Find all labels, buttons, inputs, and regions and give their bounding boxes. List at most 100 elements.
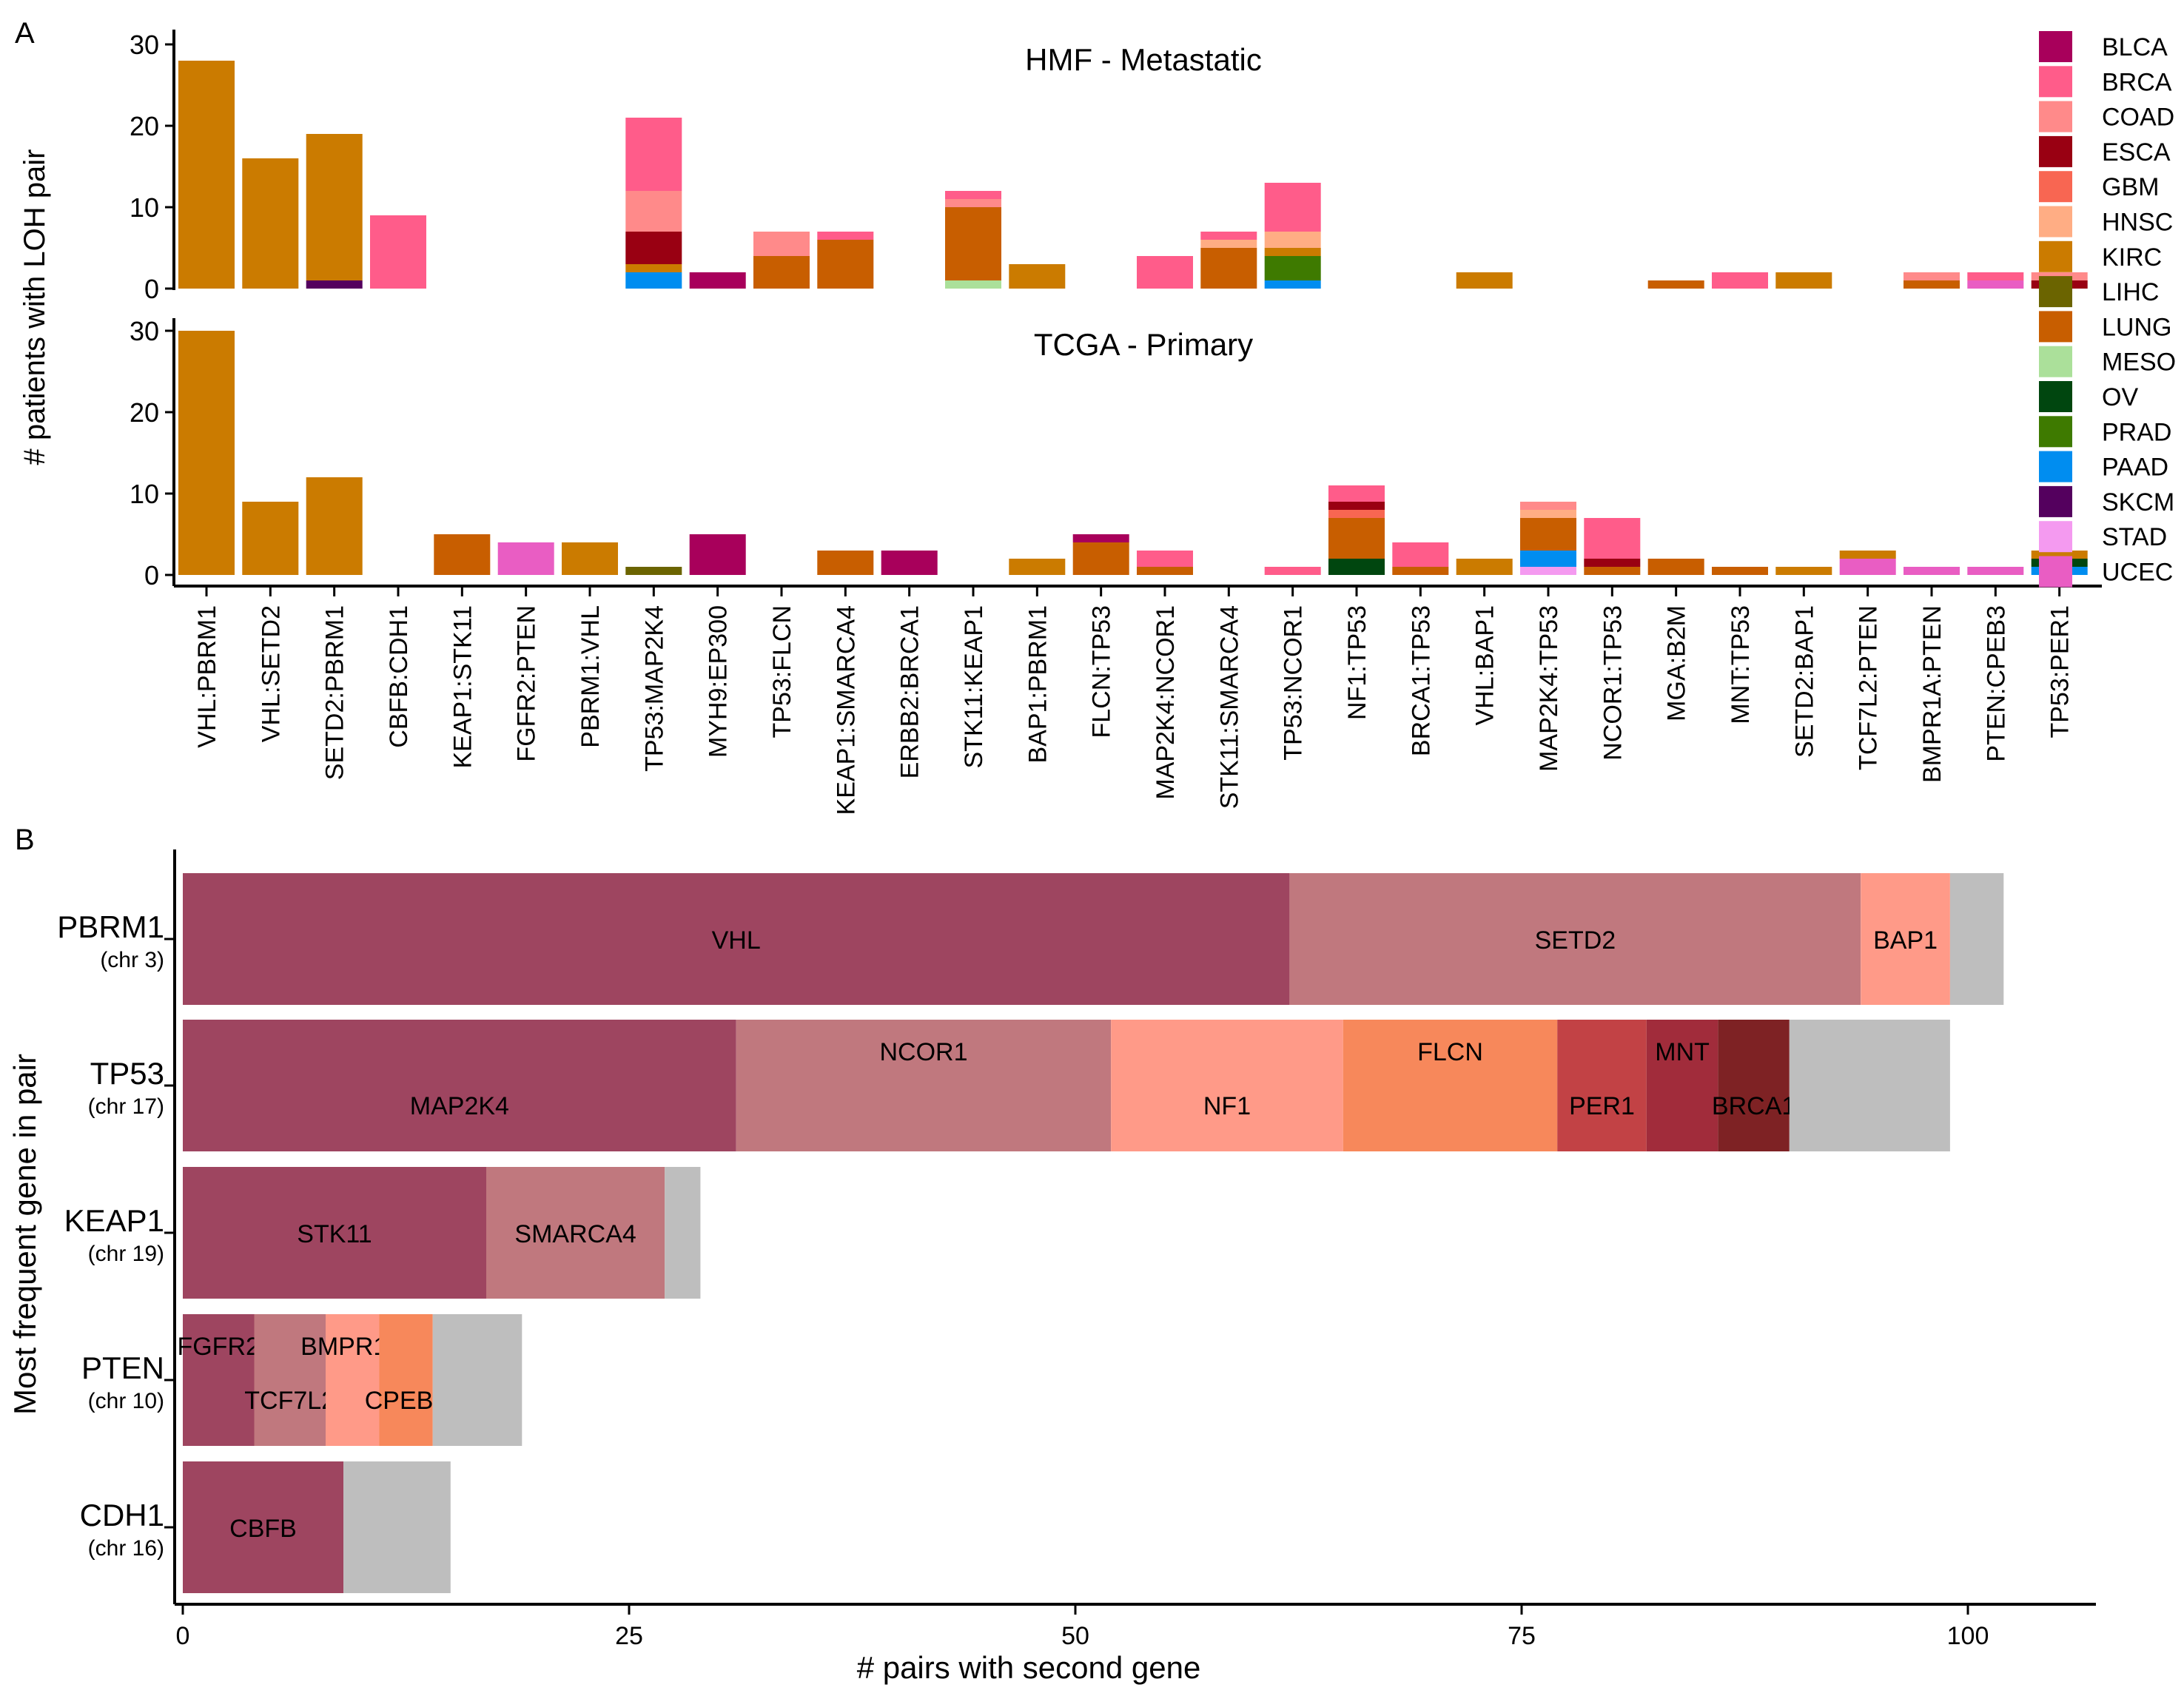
bar-segment-hmf-stk11-smarca4-hnsc [1200, 240, 1257, 248]
x-tick-label-erbb2-brca1: ERBB2:BRCA1 [896, 605, 924, 778]
y-axis-title-b: Most frequent gene in pair [7, 1054, 42, 1415]
legend-swatch-blca [2039, 31, 2072, 62]
legend-swatch-skcm [2039, 485, 2072, 517]
x-tick-label-stk11-keap1: STK11:KEAP1 [960, 605, 988, 769]
bar-segment-hmf-bap1-pbrm1-kirc [1009, 264, 1066, 289]
bar-segment-tcga-setd2-bap1-kirc [1775, 567, 1832, 575]
bar-segment-hmf-tp53-ncor1-kirc [1264, 248, 1321, 256]
bar-segment-tcga-nf1-tp53-esca [1328, 502, 1385, 510]
bar-segment-hmf-tp53-flcn-lung [753, 256, 810, 289]
y-tick-label-keap1: KEAP1 [64, 1203, 164, 1238]
bar-segment-tcga-tp53-per1-kirc [2031, 551, 2088, 559]
y-tick-label-pbrm1: PBRM1 [57, 909, 164, 944]
legend-label-hnsc: HNSC [2102, 209, 2173, 237]
segment-label-brca1: BRCA1 [1712, 1092, 1795, 1120]
bar-segment-hmf-stk11-keap1-meso [945, 280, 1001, 289]
legend: BLCA BRCA COAD ESCA GBM HNSC KIRC LIHC LUNG MESO O… [2039, 31, 2176, 588]
y-tick-sublabel-keap1: (chr 19) [88, 1242, 164, 1266]
legend-swatch-kirc [2039, 240, 2072, 272]
x-tick-label-b-50: 50 [1061, 1622, 1089, 1650]
y-tick-label-tcga-0: 0 [144, 560, 159, 590]
bar-segment-hmf-vhl-setd2-kirc [242, 158, 299, 289]
bar-segment-cdh1-other [343, 1461, 451, 1593]
segment-label-map2k4: MAP2K4 [410, 1092, 509, 1120]
bar-segment-tcga-ncor1-tp53-lung [1584, 567, 1641, 575]
x-tick-label-pten-cpeb3: PTEN:CPEB3 [1982, 605, 2010, 762]
bar-segment-tp53-ncor1 [736, 1020, 1112, 1151]
legend-swatch-gbm [2039, 171, 2072, 203]
bar-segment-hmf-vhl-bap1-kirc [1456, 272, 1513, 289]
x-tick-label-flcn-tp53: FLCN:TP53 [1088, 605, 1116, 738]
bar-segment-tcga-nf1-tp53-gbm [1328, 510, 1385, 518]
bar-segment-hmf-tp53-map2k4-paad [625, 272, 682, 289]
row-pbrm1: VHL SETD2 BAP1 [183, 873, 2004, 1005]
bar-segment-pten-cpeb3 [379, 1314, 433, 1446]
x-tick-label-b-75: 75 [1508, 1622, 1536, 1650]
bar-segment-tp53-mnt [1646, 1020, 1718, 1151]
bar-segment-pbrm1-setd2 [1289, 873, 1861, 1005]
bar-segment-pbrm1-bap1 [1861, 873, 1950, 1005]
bar-segment-hmf-setd2-pbrm1-skcm [306, 280, 363, 289]
x-tick-label-mga-b2m: MGA:B2M [1663, 605, 1691, 721]
y-tick-label-tcga-10: 10 [130, 479, 159, 509]
bar-segment-tcga-map2k4-ncor1-brca [1137, 551, 1193, 567]
segment-label-cbfb: CBFB [229, 1515, 297, 1543]
row-keap1: STK11 SMARCA4 [183, 1167, 701, 1299]
legend-swatch-lihc [2039, 276, 2072, 308]
facet-title-hmf: HMF - Metastatic [1025, 42, 1262, 77]
legend-swatch-meso [2039, 346, 2072, 377]
bar-segment-tcga-map2k4-tp53-paad [1520, 551, 1576, 567]
x-tick-label-setd2-bap1: SETD2:BAP1 [1790, 605, 1818, 758]
x-tick-label-keap1-smarca4: KEAP1:SMARCA4 [832, 605, 860, 815]
x-tick-label-setd2-pbrm1: SETD2:PBRM1 [321, 605, 349, 780]
legend-label-lihc: LIHC [2102, 278, 2159, 306]
bar-segment-tcga-tcf7l2-pten-kirc [1839, 551, 1896, 559]
x-tick-label-vhl-pbrm1: VHL:PBRM1 [193, 605, 221, 748]
segment-label-per1: PER1 [1569, 1092, 1635, 1120]
bar-segment-tcga-map2k4-ncor1-lung [1137, 567, 1193, 575]
bar-segment-hmf-tp53-ncor1-hnsc [1264, 232, 1321, 248]
x-tick-label-tp53-flcn: TP53:FLCN [768, 605, 796, 738]
y-tick-label-tp53: TP53 [90, 1056, 164, 1091]
bar-segment-tcga-nf1-tp53-lung [1328, 518, 1385, 559]
bar-segment-pten-bmpr1a [326, 1314, 380, 1446]
bar-segment-hmf-stk11-smarca4-brca [1200, 232, 1257, 240]
bar-segment-tp53-other [1789, 1020, 1950, 1151]
bar-segment-hmf-stk11-smarca4-lung [1200, 248, 1257, 289]
bar-segment-hmf-pten-cpeb3-ucec [1967, 280, 2024, 289]
x-tick-label-ncor1-tp53: NCOR1:TP53 [1599, 605, 1627, 761]
bar-segment-keap1-other [665, 1167, 701, 1299]
bar-segment-tcga-brca1-tp53-brca [1392, 542, 1449, 567]
bar-segment-tp53-nf1 [1111, 1020, 1343, 1151]
bar-segment-tcga-flcn-tp53-blca [1072, 534, 1129, 542]
bar-segment-hmf-tp53-ncor1-brca [1264, 183, 1321, 232]
bar-segment-hmf-bmpr1a-pten-coad [1904, 272, 1960, 280]
segment-label-stk11: STK11 [297, 1220, 372, 1248]
x-tick-label-bap1-pbrm1: BAP1:PBRM1 [1024, 605, 1052, 764]
bar-segment-hmf-pten-cpeb3-brca [1967, 272, 2024, 280]
bar-segment-tcga-nf1-tp53-ov [1328, 559, 1385, 575]
legend-label-brca: BRCA [2102, 68, 2172, 96]
x-tick-label-map2k4-ncor1: MAP2K4:NCOR1 [1152, 605, 1180, 800]
x-tick-label-fgfr2-pten: FGFR2:PTEN [513, 605, 541, 762]
bar-segment-tcga-map2k4-tp53-stad [1520, 567, 1576, 575]
legend-swatch-ov [2039, 381, 2072, 412]
bar-segment-hmf-stk11-keap1-lung [945, 207, 1001, 280]
bar-segment-hmf-myh9-ep300-blca [689, 272, 746, 289]
bar-segment-hmf-bmpr1a-pten-lung [1904, 280, 1960, 289]
bar-segment-tp53-flcn [1343, 1020, 1558, 1151]
y-tick-sublabel-cdh1: (chr 16) [88, 1536, 164, 1561]
x-tick-label-cbfb-cdh1: CBFB:CDH1 [385, 605, 413, 748]
bar-segment-tcga-ncor1-tp53-esca [1584, 559, 1641, 567]
y-tick-label-hmf-0: 0 [144, 274, 159, 304]
legend-label-coad: COAD [2102, 104, 2174, 132]
bar-segment-hmf-tp53-ncor1-prad [1264, 256, 1321, 280]
bar-segment-hmf-stk11-keap1-brca [945, 191, 1001, 199]
x-tick-label-tp53-per1: TP53:PER1 [2046, 605, 2074, 738]
bar-segment-hmf-setd2-pbrm1-kirc [306, 134, 363, 280]
bar-segment-tp53-per1 [1557, 1020, 1647, 1151]
bar-segment-hmf-tp53-map2k4-brca [625, 118, 682, 191]
legend-label-stad: STAD [2102, 523, 2167, 551]
